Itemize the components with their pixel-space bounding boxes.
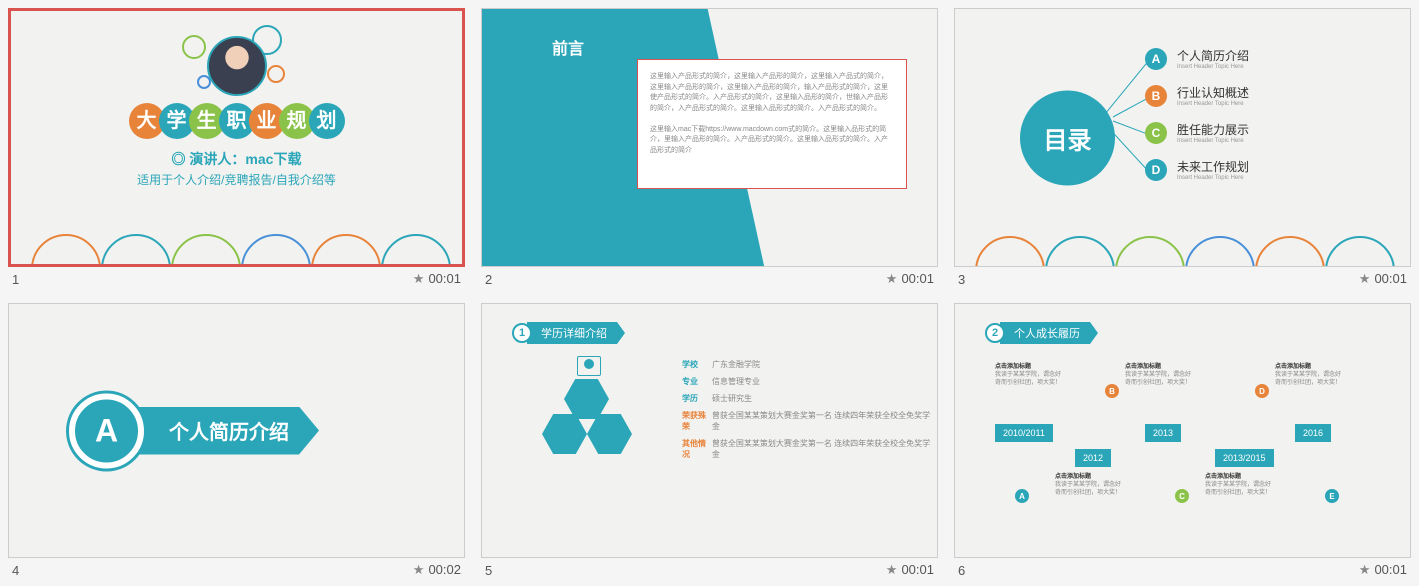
slide-number: 4 bbox=[12, 563, 19, 578]
header-number: 2 bbox=[985, 323, 1005, 343]
deco-arcs bbox=[955, 226, 1410, 267]
slide-wrap-3: 目录 A个人简历介绍Insert Header Topic HereB行业认知概… bbox=[954, 8, 1411, 287]
slide-meta-4: 4 ★00:02 bbox=[8, 558, 465, 578]
slide1-presenter: ◎ 演讲人：mac下载 bbox=[11, 149, 462, 169]
section-title-bar: 个人简历介绍 bbox=[129, 407, 319, 455]
toc-items: A个人简历介绍Insert Header Topic HereB行业认知概述In… bbox=[1145, 47, 1249, 195]
slide-wrap-4: A 个人简历介绍 4 ★00:02 bbox=[8, 303, 465, 578]
star-icon: ★ bbox=[1359, 271, 1371, 286]
header-label: 学历详细介绍 bbox=[527, 322, 625, 344]
slide-thumb-5[interactable]: 1学历详细介绍 学校广东金融学院专业信息管理专业学历硕士研究生荣获殊荣曾获全国某… bbox=[481, 303, 938, 558]
slide-thumb-3[interactable]: 目录 A个人简历介绍Insert Header Topic HereB行业认知概… bbox=[954, 8, 1411, 267]
slide-thumb-2[interactable]: 前言 这里输入产品形式的简介，这里输入产品形的简介，这里输入产品式的简介，这里输… bbox=[481, 8, 938, 267]
slide-thumb-1[interactable]: 大学生职业规划 ◎ 演讲人：mac下载 适用于个人介绍/竞聘报告/自我介绍等 bbox=[8, 8, 465, 267]
slide-duration: 00:01 bbox=[1374, 271, 1407, 286]
slide-number: 3 bbox=[958, 272, 965, 287]
slide-duration: 00:01 bbox=[901, 562, 934, 577]
slide1-subtitle: 适用于个人介绍/竞聘报告/自我介绍等 bbox=[11, 171, 462, 188]
slide-thumb-4[interactable]: A 个人简历介绍 bbox=[8, 303, 465, 558]
slide2-textbox: 这里输入产品形式的简介，这里输入产品形的简介，这里输入产品式的简介，这里输入产品… bbox=[637, 59, 907, 189]
slide-duration: 00:02 bbox=[428, 562, 461, 577]
section-badge: A bbox=[69, 393, 144, 468]
toc-circle: 目录 bbox=[1020, 90, 1115, 185]
slide-wrap-5: 1学历详细介绍 学校广东金融学院专业信息管理专业学历硕士研究生荣获殊荣曾获全国某… bbox=[481, 303, 938, 578]
slide-number: 2 bbox=[485, 272, 492, 287]
star-icon: ★ bbox=[413, 271, 425, 286]
header-number: 1 bbox=[512, 323, 532, 343]
slide-number: 6 bbox=[958, 563, 965, 578]
header-label: 个人成长履历 bbox=[1000, 322, 1098, 344]
star-icon: ★ bbox=[886, 271, 898, 286]
slide-number: 1 bbox=[12, 272, 19, 287]
slide-wrap-6: 2个人成长履历 点击添加标题我读于某某学院，谓念好奇而引创社团，项大奖！点击添加… bbox=[954, 303, 1411, 578]
info-list: 学校广东金融学院专业信息管理专业学历硕士研究生荣获殊荣曾获全国某某策划大赛金奖第… bbox=[682, 359, 937, 466]
star-icon: ★ bbox=[413, 562, 425, 577]
deco-arcs bbox=[11, 224, 462, 267]
avatar-photo bbox=[207, 36, 267, 96]
slide5-header: 1学历详细介绍 bbox=[512, 322, 625, 344]
slide-meta-5: 5 ★00:01 bbox=[481, 558, 938, 578]
slide-number: 5 bbox=[485, 563, 492, 578]
badge-icon bbox=[577, 356, 601, 376]
slide-duration: 00:01 bbox=[1374, 562, 1407, 577]
star-icon: ★ bbox=[1359, 562, 1371, 577]
slide1-title: 大学生职业规划 bbox=[11, 103, 462, 139]
slide2-title: 前言 bbox=[552, 35, 584, 59]
slide-duration: 00:01 bbox=[901, 271, 934, 286]
slide6-header: 2个人成长履历 bbox=[985, 322, 1098, 344]
slide2-body2: 这里输入mac下载https://www.macdown.com式的简介。这里输… bbox=[650, 126, 888, 154]
slide-thumb-6[interactable]: 2个人成长履历 点击添加标题我读于某某学院，谓念好奇而引创社团，项大奖！点击添加… bbox=[954, 303, 1411, 558]
slide-meta-2: 2 ★00:01 bbox=[481, 267, 938, 287]
slide-meta-6: 6 ★00:01 bbox=[954, 558, 1411, 578]
slide-wrap-1: 大学生职业规划 ◎ 演讲人：mac下载 适用于个人介绍/竞聘报告/自我介绍等 1… bbox=[8, 8, 465, 287]
slide-sorter-grid: 大学生职业规划 ◎ 演讲人：mac下载 适用于个人介绍/竞聘报告/自我介绍等 1… bbox=[8, 8, 1411, 578]
slide-meta-1: 1 ★00:01 bbox=[8, 267, 465, 287]
hexagon-cluster bbox=[542, 379, 652, 489]
slide-meta-3: 3 ★00:01 bbox=[954, 267, 1411, 287]
slide-duration: 00:01 bbox=[428, 271, 461, 286]
slide2-body1: 这里输入产品形式的简介，这里输入产品形的简介，这里输入产品式的简介，这里输入产品… bbox=[650, 73, 888, 112]
slide-wrap-2: 前言 这里输入产品形式的简介，这里输入产品形的简介，这里输入产品式的简介，这里输… bbox=[481, 8, 938, 287]
star-icon: ★ bbox=[886, 562, 898, 577]
